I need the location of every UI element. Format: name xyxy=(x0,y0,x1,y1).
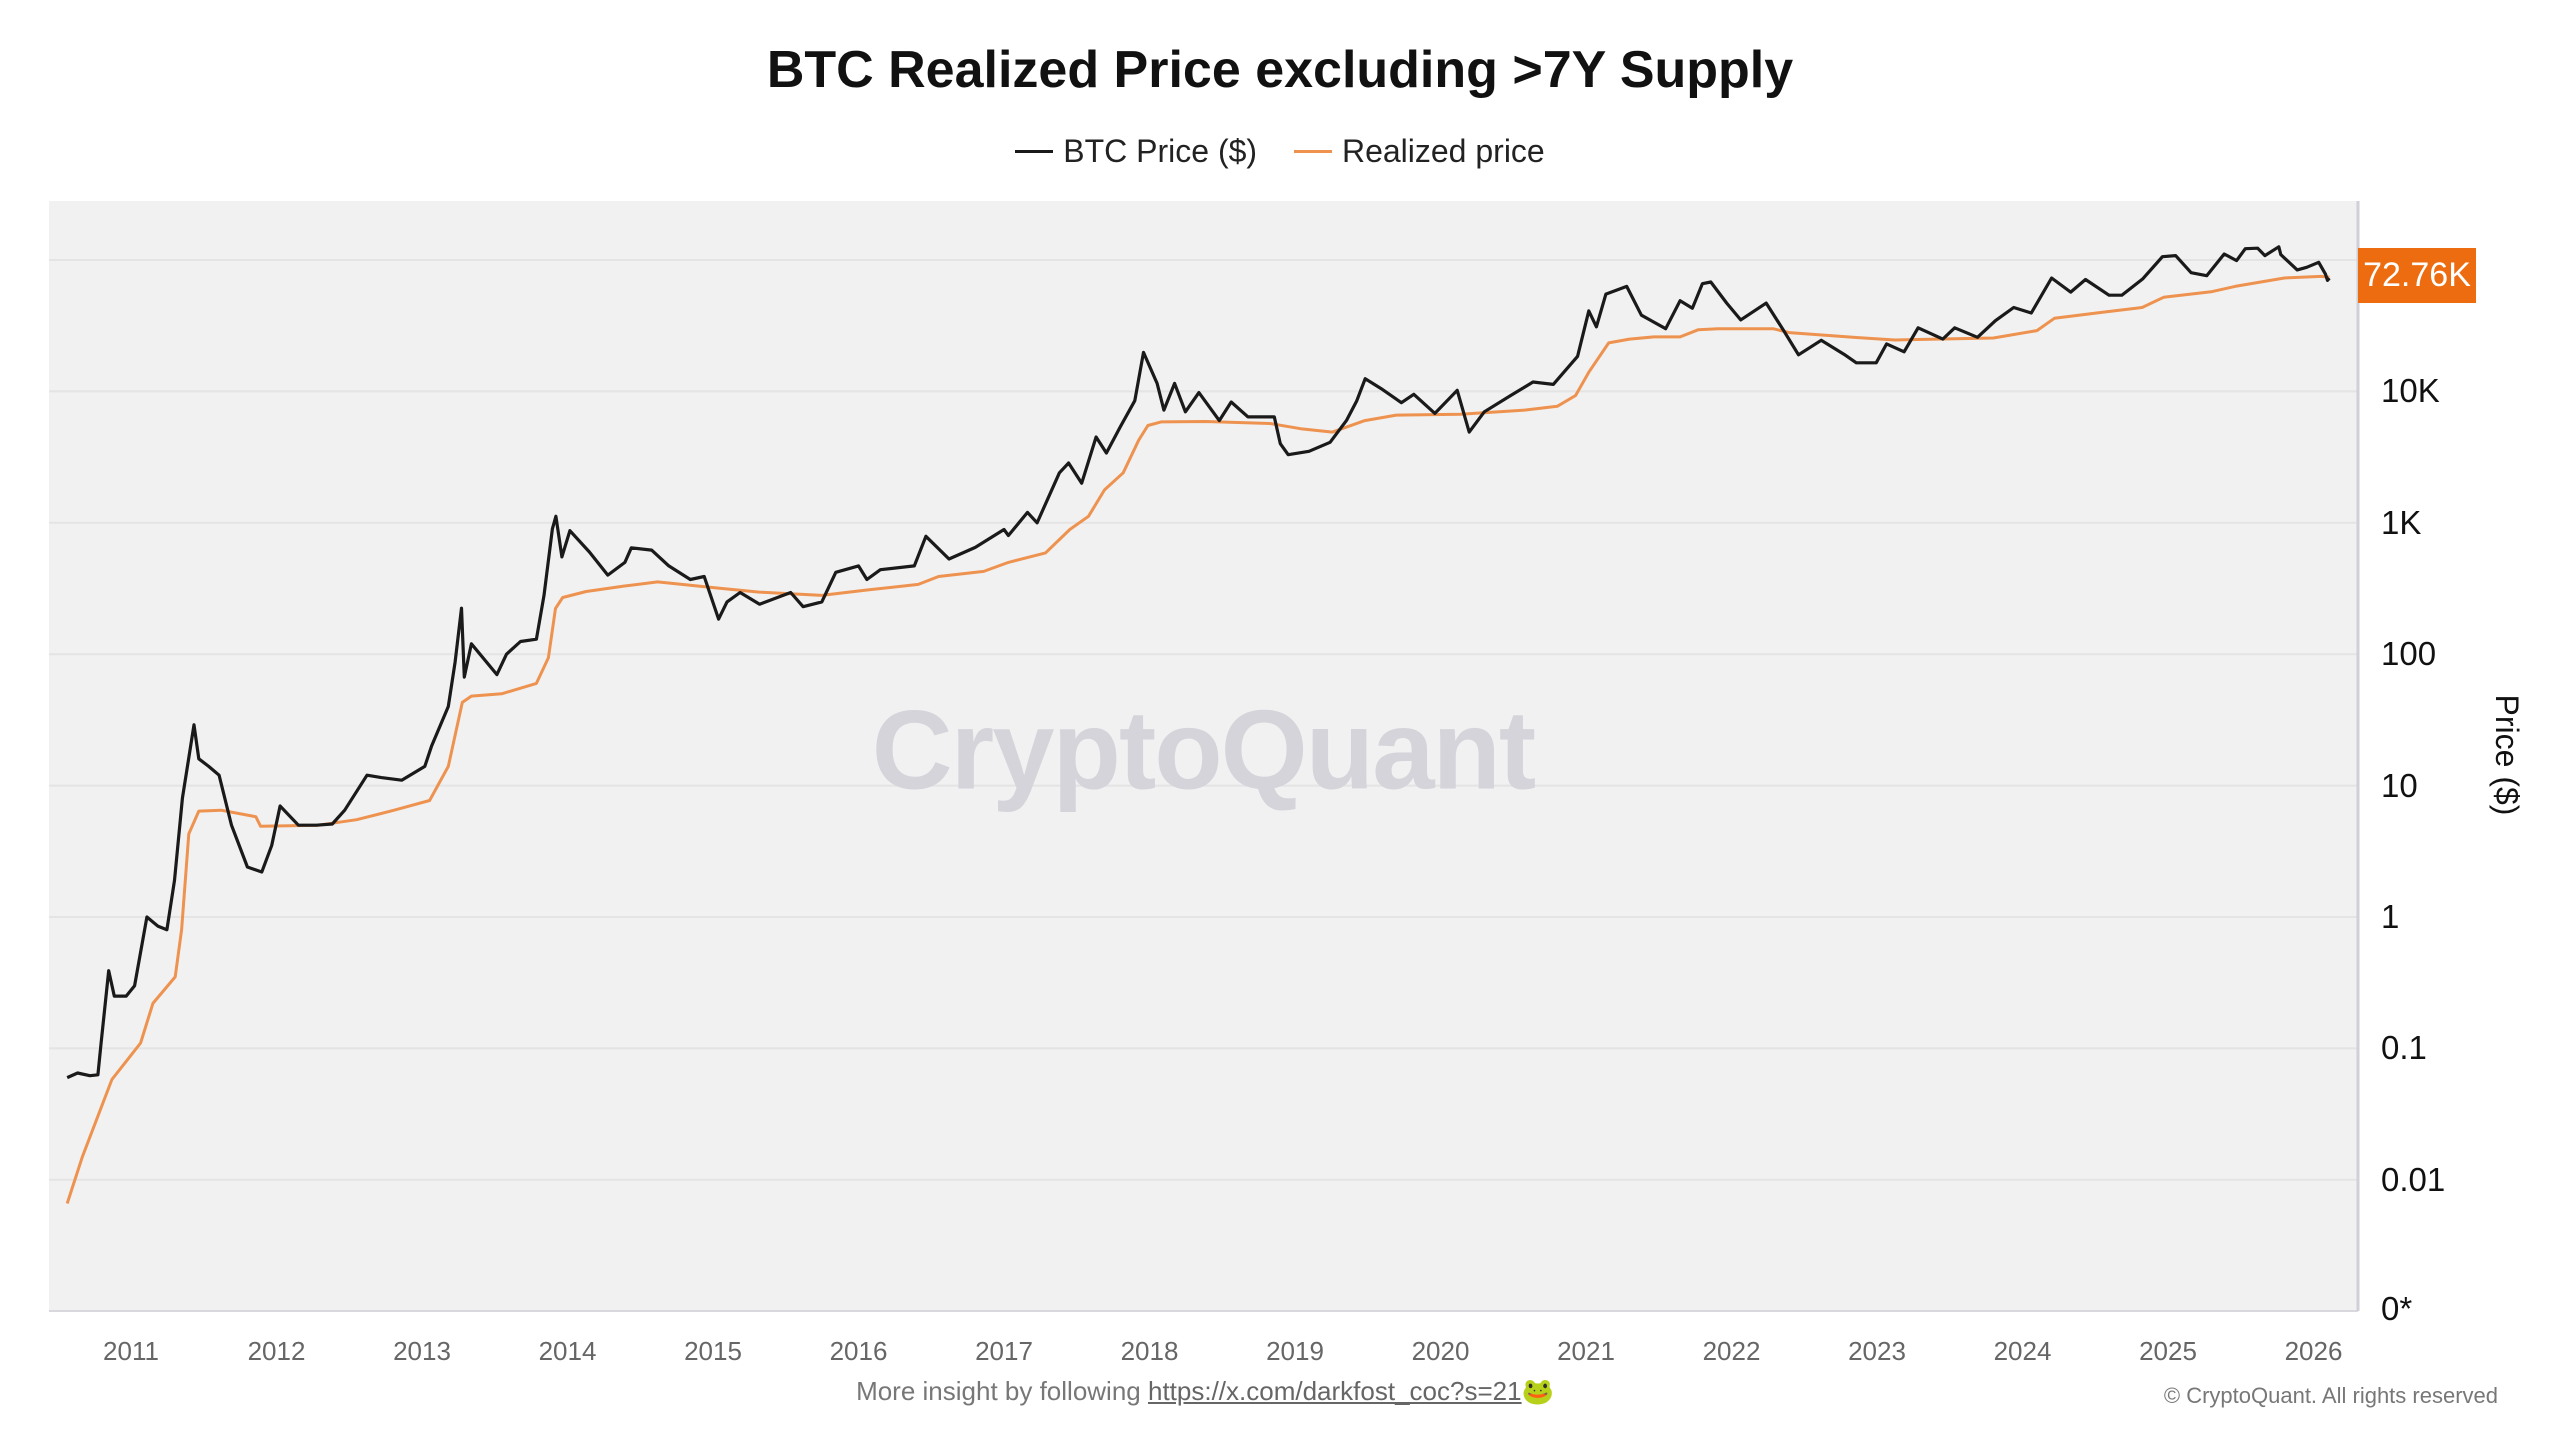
x-tick-label: 2022 xyxy=(1702,1336,1761,1366)
footer-prefix: More insight by following xyxy=(856,1376,1148,1406)
x-tick-label: 2024 xyxy=(1993,1336,2052,1366)
x-tick-label: 2016 xyxy=(829,1336,888,1366)
legend-swatch-realized xyxy=(1293,150,1332,153)
x-tick-label: 2021 xyxy=(1557,1336,1615,1366)
btc-price-line xyxy=(66,245,2331,1080)
y-tick-label: 100 xyxy=(2381,635,2437,673)
y-tick-label: 1 xyxy=(2381,898,2400,935)
x-tick-label: 2026 xyxy=(2284,1336,2343,1366)
x-tick-label: 2011 xyxy=(103,1336,159,1366)
y-tick-label: 0.1 xyxy=(2381,1029,2427,1067)
x-tick-label: 2012 xyxy=(247,1336,306,1366)
x-tick-label: 2025 xyxy=(2139,1336,2197,1366)
legend-label-realized: Realized price xyxy=(1341,133,1545,169)
footer-link[interactable]: https://x.com/darkfost_coc?s=21 xyxy=(1147,1376,1522,1406)
legend-item-realized-price[interactable]: Realized price xyxy=(1293,133,1545,170)
y-tick-label: 10K xyxy=(2381,372,2440,410)
x-tick-label: 2019 xyxy=(1266,1336,1324,1366)
plot-background xyxy=(49,201,2358,1311)
last-value-badge: 72.76K xyxy=(2358,248,2476,303)
legend-item-btc-price[interactable]: BTC Price ($) xyxy=(1015,133,1257,170)
x-tick-label: 2018 xyxy=(1120,1336,1179,1366)
y-tick-label: 10 xyxy=(2381,766,2418,804)
x-tick-label: 2020 xyxy=(1411,1336,1470,1366)
y-tick-label: 1K xyxy=(2381,503,2422,541)
frog-emoji-icon: 🐸 xyxy=(1521,1376,1554,1406)
legend-swatch-btc xyxy=(1015,150,1054,153)
x-tick-label: 2023 xyxy=(1848,1336,1906,1366)
copyright: © CryptoQuant. All rights reserved xyxy=(2163,1383,2498,1408)
footer-note: More insight by following https://x.com/… xyxy=(0,1376,2410,1407)
chart-title: BTC Realized Price excluding >7Y Supply xyxy=(766,41,1794,99)
x-tick-label: 2017 xyxy=(975,1336,1033,1366)
x-tick-label: 2014 xyxy=(538,1336,597,1366)
y-tick-label-zero: 0* xyxy=(2381,1290,2413,1327)
legend: BTC Price ($) Realized price xyxy=(0,124,2560,170)
legend-label-btc: BTC Price ($) xyxy=(1063,133,1258,169)
y-tick-label: 0.01 xyxy=(2381,1160,2446,1198)
x-tick-label: 2013 xyxy=(393,1336,451,1366)
x-tick-label: 2015 xyxy=(684,1336,742,1366)
